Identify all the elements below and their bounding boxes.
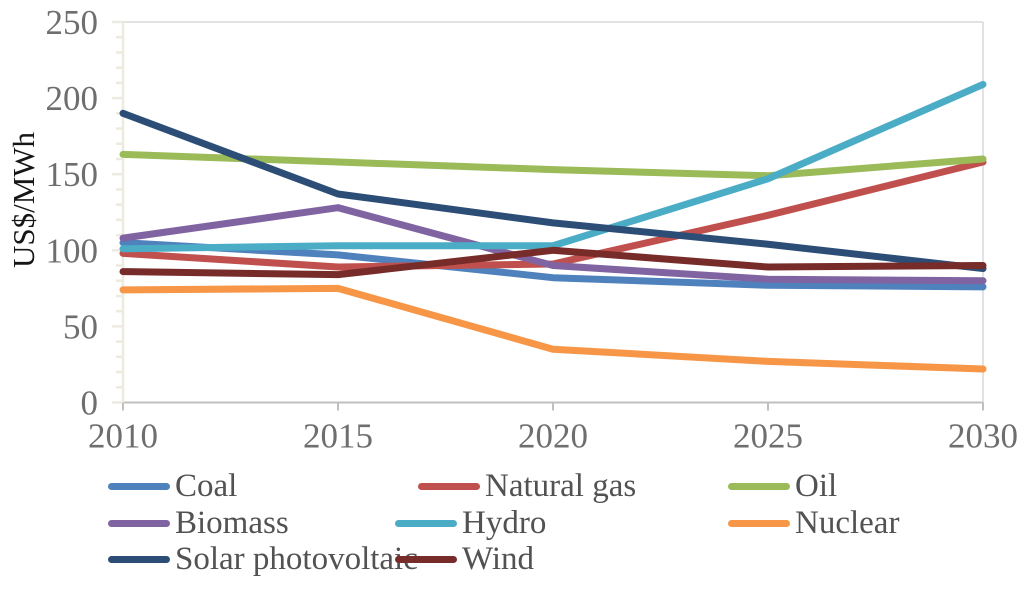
series-line-coal bbox=[119, 239, 987, 291]
series-line-hydro bbox=[119, 80, 987, 253]
y-tick-label: 250 bbox=[46, 3, 99, 42]
x-tick-label: 2025 bbox=[733, 417, 803, 456]
series-line-wind bbox=[119, 246, 987, 279]
y-tick-label: 200 bbox=[46, 79, 99, 118]
x-tick-label: 2015 bbox=[303, 417, 373, 456]
y-axis-title: US$/MWh bbox=[6, 131, 41, 269]
y-tick-label: 150 bbox=[46, 155, 99, 194]
x-tick-label: 2010 bbox=[88, 417, 158, 456]
y-tick-label: 0 bbox=[81, 384, 99, 423]
series-line-biomass bbox=[119, 204, 987, 285]
y-tick-label: 100 bbox=[46, 231, 99, 270]
y-tick-label: 50 bbox=[63, 307, 98, 346]
x-tick-label: 2030 bbox=[948, 417, 1018, 456]
x-tick-label: 2020 bbox=[518, 417, 588, 456]
series-line-solar-photovoltaic bbox=[119, 109, 987, 273]
series-line-oil bbox=[119, 150, 987, 180]
series-line-nuclear bbox=[119, 284, 987, 373]
